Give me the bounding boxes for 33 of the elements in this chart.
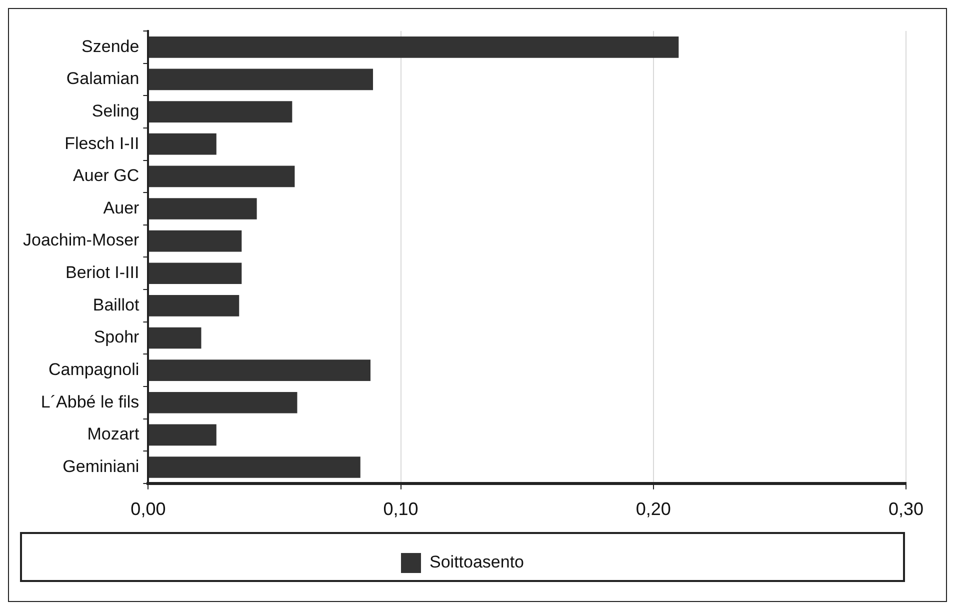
y-tick-label: Campagnoli	[48, 360, 140, 379]
y-tick-label: Flesch I-II	[64, 134, 140, 153]
y-tick-label: Auer	[103, 198, 140, 218]
y-tick-label: Spohr	[94, 328, 140, 347]
bar	[148, 166, 295, 188]
bar	[148, 327, 202, 349]
y-tick-label: Seling	[92, 101, 140, 120]
bar	[148, 360, 370, 381]
bar	[148, 230, 242, 252]
bar	[148, 198, 257, 220]
y-tick-label: Beriot I-III	[66, 263, 140, 282]
y-tick-label: Baillot	[92, 295, 140, 314]
bar	[148, 262, 242, 284]
y-tick-label: Galamian	[66, 69, 140, 88]
bar	[148, 295, 240, 316]
x-tick-label: 0,30	[888, 499, 924, 520]
bar	[148, 424, 216, 446]
bar	[148, 68, 374, 90]
x-tick-label: 0,20	[636, 499, 671, 520]
x-tick-label: 0,00	[130, 499, 166, 520]
bar	[148, 392, 298, 414]
x-tick-label: 0,10	[383, 499, 418, 520]
y-tick-label: Mozart	[87, 424, 140, 444]
bar	[148, 101, 292, 122]
bar	[148, 456, 360, 478]
y-tick-label: Joachim-Moser	[22, 230, 140, 250]
bar	[148, 36, 679, 58]
y-tick-label: Auer GC	[73, 166, 140, 186]
legend-label: Soittoasento	[429, 552, 524, 572]
bar	[148, 133, 216, 155]
y-tick-label: Szende	[82, 36, 140, 56]
y-tick-label: L´Abbé le fils	[40, 392, 140, 412]
y-tick-label: Geminiani	[62, 456, 140, 476]
